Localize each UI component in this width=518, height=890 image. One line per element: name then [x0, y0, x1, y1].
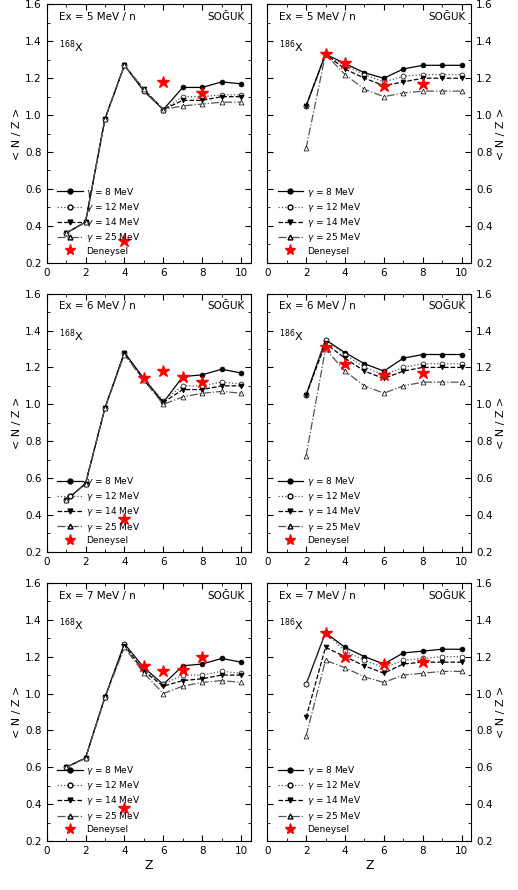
Legend: $\gamma$ = 8 MeV, $\gamma$ = 12 MeV, $\gamma$ = 14 MeV, $\gamma$ = 25 MeV, Deney: $\gamma$ = 8 MeV, $\gamma$ = 12 MeV, $\g… [278, 185, 361, 255]
Text: SOĞUK: SOĞUK [428, 12, 465, 22]
X-axis label: Z: Z [365, 859, 373, 871]
Legend: $\gamma$ = 8 MeV, $\gamma$ = 12 MeV, $\gamma$ = 14 MeV, $\gamma$ = 25 MeV, Deney: $\gamma$ = 8 MeV, $\gamma$ = 12 MeV, $\g… [57, 185, 140, 255]
Legend: $\gamma$ = 8 MeV, $\gamma$ = 12 MeV, $\gamma$ = 14 MeV, $\gamma$ = 25 MeV, Deney: $\gamma$ = 8 MeV, $\gamma$ = 12 MeV, $\g… [278, 474, 361, 545]
Y-axis label: < N / Z >: < N / Z > [496, 108, 506, 159]
Text: $^{186}$X: $^{186}$X [279, 617, 304, 633]
Text: $^{186}$X: $^{186}$X [279, 328, 304, 344]
Text: SOĞUK: SOĞUK [428, 302, 465, 312]
Text: $^{186}$X: $^{186}$X [279, 38, 304, 54]
Text: Ex = 5 MeV / n: Ex = 5 MeV / n [279, 12, 356, 22]
Text: Ex = 6 MeV / n: Ex = 6 MeV / n [279, 302, 356, 312]
Y-axis label: < N / Z >: < N / Z > [496, 397, 506, 449]
Text: SOĞUK: SOĞUK [207, 302, 244, 312]
Y-axis label: < N / Z >: < N / Z > [496, 686, 506, 738]
Text: $^{168}$X: $^{168}$X [59, 328, 83, 344]
X-axis label: Z: Z [145, 859, 153, 871]
Legend: $\gamma$ = 8 MeV, $\gamma$ = 12 MeV, $\gamma$ = 14 MeV, $\gamma$ = 25 MeV, Deney: $\gamma$ = 8 MeV, $\gamma$ = 12 MeV, $\g… [57, 764, 140, 834]
Text: $^{168}$X: $^{168}$X [59, 617, 83, 633]
Text: SOĞUK: SOĞUK [207, 12, 244, 22]
Text: Ex = 5 MeV / n: Ex = 5 MeV / n [59, 12, 136, 22]
Text: SOĞUK: SOĞUK [428, 591, 465, 601]
Text: Ex = 7 MeV / n: Ex = 7 MeV / n [279, 591, 356, 601]
Text: SOĞUK: SOĞUK [207, 591, 244, 601]
Text: Ex = 6 MeV / n: Ex = 6 MeV / n [59, 302, 136, 312]
Y-axis label: < N / Z >: < N / Z > [12, 397, 22, 449]
Legend: $\gamma$ = 8 MeV, $\gamma$ = 12 MeV, $\gamma$ = 14 MeV, $\gamma$ = 25 MeV, Deney: $\gamma$ = 8 MeV, $\gamma$ = 12 MeV, $\g… [57, 474, 140, 545]
Y-axis label: < N / Z >: < N / Z > [12, 686, 22, 738]
Legend: $\gamma$ = 8 MeV, $\gamma$ = 12 MeV, $\gamma$ = 14 MeV, $\gamma$ = 25 MeV, Deney: $\gamma$ = 8 MeV, $\gamma$ = 12 MeV, $\g… [278, 764, 361, 834]
Text: Ex = 7 MeV / n: Ex = 7 MeV / n [59, 591, 136, 601]
Y-axis label: < N / Z >: < N / Z > [12, 108, 22, 159]
Text: $^{168}$X: $^{168}$X [59, 38, 83, 54]
